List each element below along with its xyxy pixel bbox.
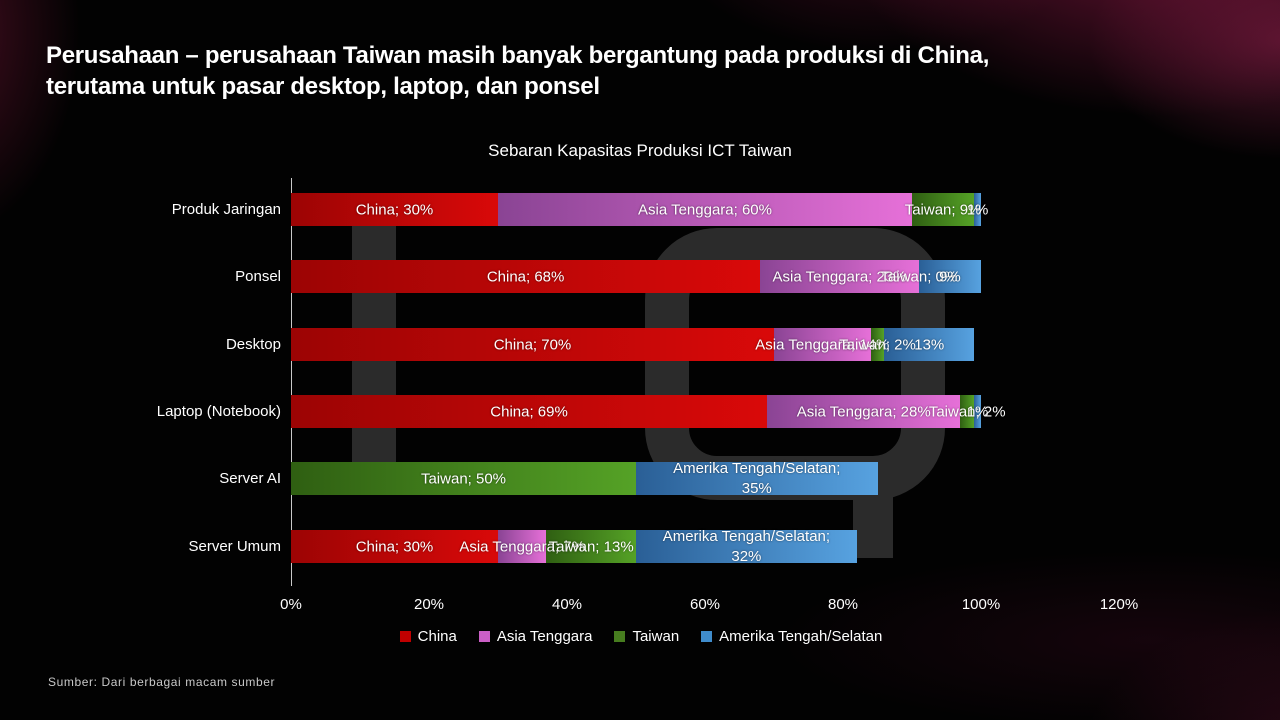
x-axis-tick: 100%	[961, 596, 1001, 613]
x-axis-tick: 0%	[280, 596, 302, 613]
category-label: Ponsel	[235, 268, 281, 285]
chart-legend: China Asia Tenggara Taiwan Amerika Tengah/S…	[291, 628, 991, 645]
bar-segment-label: Asia Tenggara; 28%	[796, 403, 931, 420]
x-axis-tick: 120%	[1099, 596, 1139, 613]
bar-segment	[767, 395, 961, 428]
category-label: Server AI	[219, 470, 281, 487]
bar-segment-label: 1%	[966, 403, 989, 420]
bar-segment-label: Taiwan; 0%	[880, 268, 958, 285]
legend-label: Amerika Tengah/Selatan	[719, 628, 883, 645]
bar-segment	[912, 193, 975, 226]
legend-swatch	[399, 631, 411, 642]
legend-label: Taiwan	[632, 628, 680, 645]
bar-segment	[291, 193, 498, 226]
bar-segment	[870, 328, 885, 361]
legend-swatch	[614, 631, 626, 642]
bar-segment-label: China; 69%	[490, 403, 568, 420]
slide-title-line1: Perusahaan – perusahaan Taiwan masih ban…	[46, 42, 990, 69]
category-label: Produk Jaringan	[171, 201, 281, 218]
bar-segment-label: Taiwan; 13%	[548, 538, 634, 555]
source-note: Sumber: Dari berbagai macam sumber	[48, 675, 276, 689]
category-label: Server Umum	[188, 538, 281, 555]
bar-segment	[291, 260, 761, 293]
x-axis-tick: 80%	[827, 596, 859, 613]
x-axis-tick: 40%	[551, 596, 583, 613]
category-label: Laptop (Notebook)	[156, 403, 281, 420]
y-axis-line	[291, 178, 292, 586]
bar-segment	[918, 260, 981, 293]
legend-label: China	[417, 628, 457, 645]
x-axis-tick: 20%	[413, 596, 445, 613]
bar-segment-label: China; 70%	[493, 336, 572, 353]
bar-segment	[546, 530, 636, 563]
legend-swatch	[701, 631, 713, 642]
bar-segment-label: China; 30%	[355, 538, 434, 555]
bar-segment-label: Asia Tenggara; 7%	[459, 538, 585, 555]
chart-title: Sebaran Kapasitas Produksi ICT Taiwan	[488, 141, 792, 160]
bar-segment-label: Taiwan; 2%	[928, 403, 1006, 420]
bar-segment-label: Asia Tenggara; 23%	[772, 268, 907, 285]
legend-label: Asia Tenggara	[496, 628, 593, 645]
bar-segment-label: Amerika Tengah/Selatan; 32%	[662, 527, 831, 565]
bar-segment	[636, 462, 878, 495]
bar-segment	[291, 462, 636, 495]
watermark-logo-tail	[853, 492, 893, 558]
bar-segment	[760, 260, 919, 293]
bar-segment	[774, 328, 871, 361]
bar-segment-label: Taiwan; 50%	[420, 470, 507, 487]
bar-segment-label: China; 68%	[486, 268, 565, 285]
bar-segment-label: Asia Tenggara; 60%	[638, 201, 772, 218]
bar-segment-label: 1%	[966, 201, 989, 218]
bar-segment	[498, 530, 547, 563]
slide-title-line2: terutama untuk pasar desktop, laptop, da…	[46, 73, 600, 100]
x-axis-tick: 60%	[689, 596, 721, 613]
bar-segment	[291, 395, 768, 428]
bar-segment	[884, 328, 975, 361]
bar-segment-label: Asia Tenggara; 14%	[755, 336, 890, 353]
bar-segment	[498, 193, 912, 226]
bar-segment	[960, 395, 975, 428]
bar-segment	[636, 530, 857, 563]
bar-segment-label: Amerika Tengah/Selatan; 35%	[673, 459, 841, 497]
bar-segment	[974, 193, 981, 226]
legend-item: Amerika Tengah/Selatan	[701, 628, 882, 645]
legend-item: China	[399, 628, 457, 645]
bar-segment	[291, 328, 774, 361]
bar-segment-label: Taiwan; 9%	[904, 201, 982, 218]
category-label: Desktop	[225, 336, 281, 353]
bar-segment	[291, 530, 498, 563]
legend-item: Asia Tenggara	[478, 628, 593, 645]
legend-item: Taiwan	[614, 628, 679, 645]
bar-segment-label: 13%	[914, 336, 945, 353]
slide-title: Perusahaan – perusahaan Taiwan masih ban…	[46, 40, 1236, 102]
bar-segment	[974, 395, 981, 428]
legend-swatch	[478, 631, 490, 642]
bar-segment-label: China; 30%	[355, 201, 434, 218]
bar-segment-label: 9%	[939, 268, 961, 285]
bar-segment-label: Taiwan; 2%	[839, 336, 916, 353]
